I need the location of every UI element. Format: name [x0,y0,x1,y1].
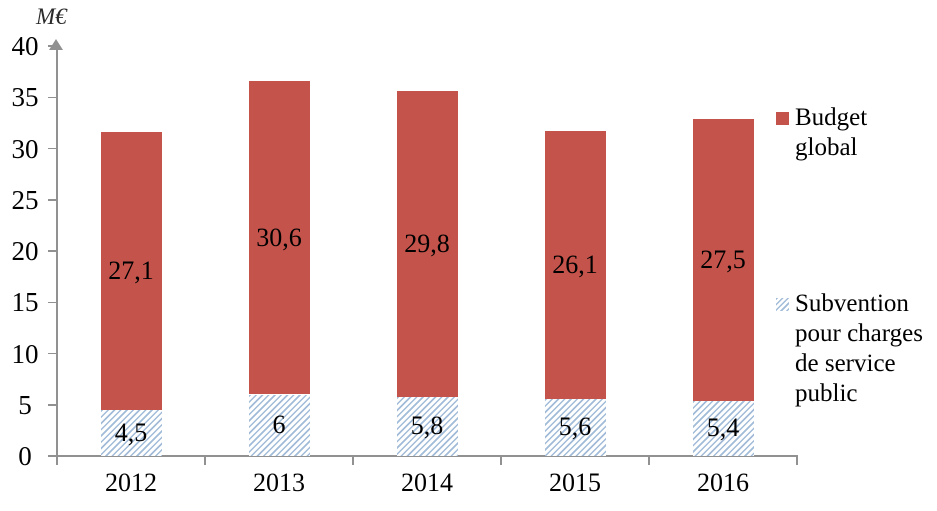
bar-value-label-subvention: 6 [272,410,286,440]
legend-label-budget-global: Budget global [795,104,868,161]
bar-segment-subvention [544,398,606,456]
y-tick-label: 25 [11,184,39,215]
x-axis-tick [204,456,206,465]
bar-value-label-budget: 27,1 [108,255,154,285]
bar-segment-budget-global [544,131,606,399]
y-axis-tick [48,455,57,457]
y-axis-line [56,50,58,456]
y-tick-label: 30 [11,133,39,164]
x-tick-label: 2012 [105,468,157,497]
x-axis-tick [500,456,502,465]
bar-value-label-subvention: 5,6 [558,412,592,442]
bar-value-label-subvention: 4,5 [114,417,148,447]
y-axis-tick [48,352,57,355]
y-tick-label: 15 [11,287,39,318]
y-tick-label: 35 [11,82,39,113]
y-axis-tick [48,147,57,150]
x-axis-tick [352,456,354,465]
legend-item-subvention: Subvention pour charges de service publi… [776,289,936,409]
bar-segment-budget-global [248,80,310,395]
y-axis-tick [48,199,57,201]
bar-value-label-budget: 27,5 [700,244,746,274]
x-axis-tick [56,456,58,465]
legend-marker-subvention-icon [776,298,789,311]
bar-segment-subvention [248,394,310,456]
bar-segment-budget-global [396,91,458,397]
y-tick-label: 10 [11,338,39,369]
legend-marker-budget-global-icon [776,112,789,125]
x-tick-label: 2016 [697,468,749,497]
bar-value-label-subvention: 5,4 [706,413,740,443]
bar-segment-subvention [396,396,458,456]
y-axis-tick [48,301,57,303]
y-tick-label: 5 [18,389,32,420]
y-tick-label: 40 [11,31,39,61]
bar-segment-subvention [692,400,754,456]
y-axis-arrow-icon [49,39,63,50]
bar-value-label-budget: 29,8 [404,228,450,258]
y-tick-label: 0 [18,441,32,471]
bar-segment-budget-global [692,118,754,401]
y-axis-tick [48,250,57,252]
bar-value-label-subvention: 5,8 [410,411,444,441]
y-axis-tick [48,96,57,98]
x-axis-tick [648,456,650,465]
y-axis-tick [48,404,57,406]
legend-label-subvention: Subvention pour charges de service publi… [795,290,923,407]
x-axis-tick [796,456,798,465]
bar-segment-budget-global [100,132,162,410]
bar-value-label-budget: 30,6 [256,222,302,252]
x-axis-line [57,455,798,457]
x-tick-label: 2014 [401,468,453,497]
x-tick-label: 2015 [549,468,601,497]
y-axis-tick [48,45,57,47]
bar-value-label-budget: 26,1 [552,249,598,279]
y-axis-unit-label: M€ [36,4,67,29]
x-tick-label: 2013 [253,468,305,497]
legend-item-budget-global: Budget global [776,103,906,163]
y-tick-label: 20 [11,236,39,266]
bar-segment-subvention [100,409,162,456]
